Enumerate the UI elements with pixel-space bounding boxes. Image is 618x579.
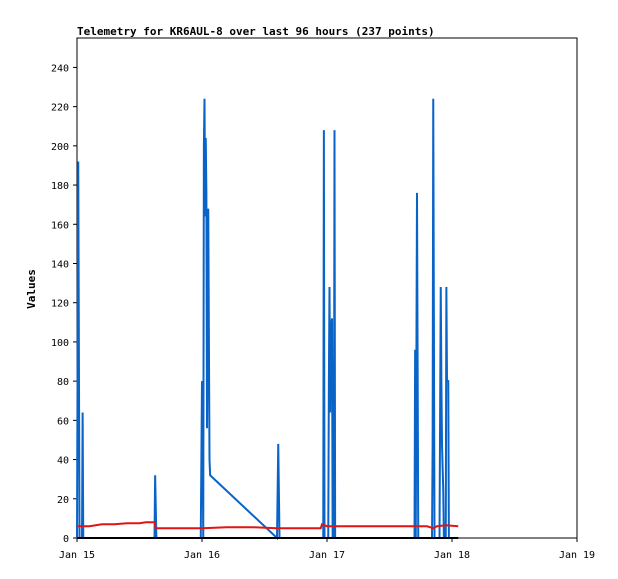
y-tick-label: 180	[51, 181, 69, 192]
y-tick-label: 60	[57, 416, 69, 427]
chart-title: Telemetry for KR6AUL-8 over last 96 hour…	[77, 25, 435, 38]
y-axis-label: Values	[25, 269, 38, 309]
x-tick-label: Jan 17	[309, 550, 345, 561]
series-line-0	[76, 98, 459, 541]
plot-frame	[76, 37, 578, 539]
y-tick-label: 40	[57, 456, 69, 467]
y-tick-label: 20	[57, 495, 69, 506]
y-tick-label: 220	[51, 103, 69, 114]
y-tick-label: 140	[51, 259, 69, 270]
x-tick-label: Jan 19	[559, 550, 595, 561]
y-axis-ticks: 0 20 40 60 80 100 120 140 160 180 200 220 240	[51, 63, 77, 545]
y-tick-label: 240	[51, 63, 69, 74]
series-layer	[76, 98, 459, 541]
y-tick-label: 80	[57, 377, 69, 388]
y-tick-label: 0	[63, 534, 69, 545]
y-tick-label: 100	[51, 338, 69, 349]
x-tick-label: Jan 18	[434, 550, 470, 561]
x-tick-label: Jan 16	[184, 550, 220, 561]
y-tick-label: 160	[51, 220, 69, 231]
x-tick-label: Jan 15	[59, 550, 95, 561]
y-tick-label: 200	[51, 142, 69, 153]
x-axis-ticks: Jan 15 Jan 16 Jan 17 Jan 18 Jan 19	[59, 538, 595, 561]
series-line-1	[77, 521, 459, 530]
y-tick-label: 120	[51, 299, 69, 310]
